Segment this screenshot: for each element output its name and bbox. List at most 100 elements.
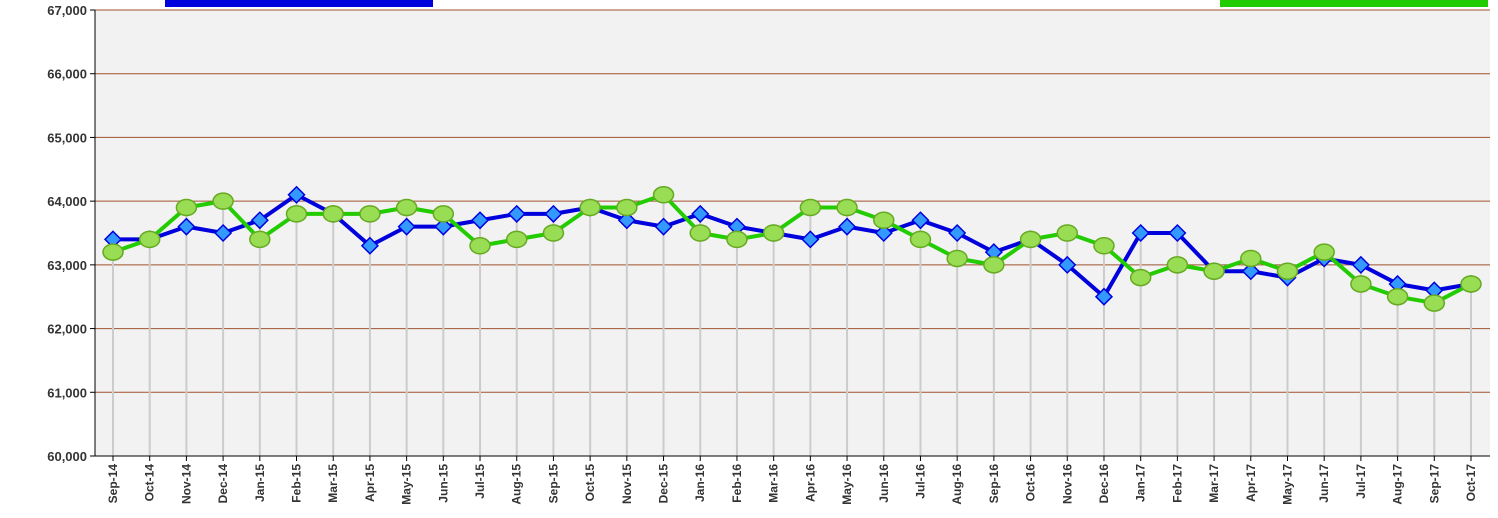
marker bbox=[873, 211, 895, 230]
y-tick-label: 61,000 bbox=[47, 385, 87, 400]
marker bbox=[836, 198, 858, 217]
x-tick-label: Feb-15 bbox=[290, 464, 304, 503]
x-tick-label: Apr-16 bbox=[803, 464, 817, 502]
marker bbox=[1131, 223, 1150, 243]
x-tick-label: Oct-16 bbox=[1024, 464, 1038, 502]
x-tick-label: Aug-17 bbox=[1391, 464, 1405, 505]
y-tick-label: 64,000 bbox=[47, 194, 87, 209]
x-tick-label: Mar-17 bbox=[1207, 464, 1221, 503]
marker bbox=[983, 256, 1005, 274]
marker bbox=[507, 204, 526, 223]
x-tick-label: Jun-16 bbox=[877, 464, 891, 503]
marker bbox=[1056, 224, 1079, 242]
marker bbox=[1386, 287, 1409, 306]
x-tick-label: Dec-16 bbox=[1097, 464, 1111, 504]
x-tick-label: Feb-17 bbox=[1170, 464, 1184, 503]
x-tick-label: Nov-14 bbox=[179, 464, 193, 504]
marker bbox=[691, 204, 710, 223]
x-tick-label: May-15 bbox=[400, 464, 414, 505]
marker bbox=[1350, 275, 1372, 293]
marker bbox=[1460, 275, 1482, 293]
x-tick-label: May-16 bbox=[840, 464, 854, 505]
x-tick-label: Sep-14 bbox=[106, 464, 120, 504]
marker bbox=[1094, 287, 1114, 306]
x-tick-label: Jan-16 bbox=[693, 464, 707, 502]
marker bbox=[214, 223, 233, 243]
x-tick-label: Aug-16 bbox=[950, 464, 964, 505]
marker bbox=[1423, 294, 1446, 312]
marker bbox=[505, 230, 528, 249]
marker bbox=[1093, 236, 1115, 255]
marker bbox=[616, 198, 638, 217]
x-tick-label: Aug-15 bbox=[510, 464, 524, 505]
marker bbox=[395, 198, 418, 217]
marker bbox=[1019, 230, 1042, 249]
marker bbox=[177, 217, 196, 236]
marker bbox=[322, 205, 344, 223]
x-tick-label: Feb-16 bbox=[730, 464, 744, 503]
marker bbox=[689, 224, 711, 242]
marker bbox=[726, 230, 748, 249]
marker bbox=[397, 217, 416, 236]
marker bbox=[762, 224, 785, 242]
marker bbox=[652, 186, 675, 204]
plot-area bbox=[95, 10, 1490, 456]
marker bbox=[287, 185, 306, 204]
marker bbox=[470, 211, 490, 230]
marker bbox=[1166, 256, 1189, 274]
y-tick-label: 67,000 bbox=[47, 3, 87, 18]
marker bbox=[1240, 249, 1262, 268]
y-tick-label: 63,000 bbox=[47, 258, 87, 273]
marker bbox=[544, 204, 563, 223]
x-tick-label: May-17 bbox=[1280, 464, 1294, 505]
x-tick-label: Dec-14 bbox=[216, 464, 230, 504]
marker bbox=[946, 249, 968, 268]
x-tick-label: Nov-15 bbox=[620, 464, 634, 504]
x-tick-label: Mar-15 bbox=[326, 464, 340, 503]
marker bbox=[432, 205, 455, 223]
marker bbox=[874, 223, 893, 243]
x-tick-label: Nov-16 bbox=[1060, 464, 1074, 504]
marker bbox=[1351, 255, 1370, 274]
marker bbox=[911, 211, 930, 230]
x-tick-label: Sep-16 bbox=[987, 464, 1001, 504]
y-tick-label: 62,000 bbox=[47, 322, 87, 337]
marker bbox=[469, 236, 491, 255]
y-tick-label: 66,000 bbox=[47, 67, 87, 82]
x-tick-label: Jul-17 bbox=[1354, 464, 1368, 499]
x-tick-label: Apr-17 bbox=[1244, 464, 1258, 502]
marker bbox=[250, 211, 269, 230]
x-tick-label: Jun-17 bbox=[1317, 464, 1331, 503]
marker bbox=[1203, 262, 1225, 280]
legend-swatch bbox=[1220, 0, 1488, 7]
marker bbox=[909, 230, 932, 249]
x-tick-label: Jan-17 bbox=[1134, 464, 1148, 502]
marker bbox=[654, 217, 673, 236]
x-tick-label: Sep-15 bbox=[546, 464, 560, 504]
marker bbox=[1276, 262, 1299, 280]
x-tick-label: Mar-16 bbox=[767, 464, 781, 503]
x-tick-label: Jul-16 bbox=[913, 464, 927, 499]
y-tick-label: 60,000 bbox=[47, 449, 87, 464]
x-tick-label: Oct-17 bbox=[1464, 464, 1478, 502]
marker bbox=[434, 217, 453, 236]
x-tick-label: Oct-15 bbox=[583, 464, 597, 502]
marker bbox=[360, 236, 379, 255]
marker bbox=[579, 198, 601, 217]
legend-swatch bbox=[165, 0, 433, 7]
x-tick-label: Dec-15 bbox=[657, 464, 671, 504]
marker bbox=[617, 211, 636, 230]
x-tick-label: Apr-15 bbox=[363, 464, 377, 502]
marker bbox=[948, 223, 967, 243]
marker bbox=[1058, 255, 1077, 274]
marker bbox=[175, 198, 198, 217]
marker bbox=[359, 205, 381, 223]
x-tick-label: Sep-17 bbox=[1427, 464, 1441, 504]
marker bbox=[1129, 268, 1152, 287]
marker bbox=[249, 230, 271, 249]
marker bbox=[138, 230, 161, 249]
marker bbox=[1241, 262, 1260, 281]
marker bbox=[102, 243, 124, 261]
marker bbox=[1313, 243, 1335, 261]
